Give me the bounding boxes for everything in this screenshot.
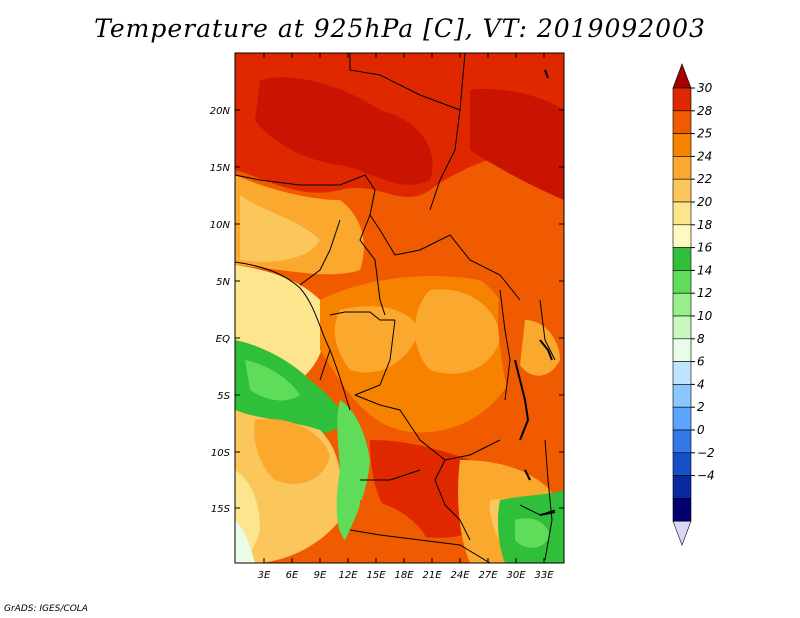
colorbar-label: 12 bbox=[697, 286, 712, 300]
colorbar-swatch bbox=[672, 520, 692, 547]
lat-label-10n: 10N bbox=[210, 220, 231, 231]
colorbar-swatch bbox=[672, 338, 692, 362]
lakes bbox=[514, 69, 556, 516]
lon-label-24e: 24E bbox=[450, 570, 470, 581]
colorbar-label: 18 bbox=[697, 218, 713, 232]
colorbar-label: −2 bbox=[697, 446, 715, 460]
colorbar-swatch bbox=[672, 384, 692, 408]
longitude-axis: 3E 6E 9E 12E 15E 18E 21E 24E 27E 30E 33E bbox=[258, 53, 554, 581]
colorbar-label: 28 bbox=[697, 104, 713, 118]
latitude-axis: 20N 15N 10N 5N EQ 5S 10S 15S bbox=[210, 106, 564, 515]
lon-label-27e: 27E bbox=[478, 570, 498, 581]
lon-label-21e: 21E bbox=[422, 570, 442, 581]
lat-label-5n: 5N bbox=[216, 277, 230, 288]
colorbar-swatch bbox=[672, 270, 692, 294]
colorbar-label: 8 bbox=[697, 332, 705, 346]
lon-label-9e: 9E bbox=[314, 570, 327, 581]
colorbar-label: 10 bbox=[697, 309, 713, 323]
lon-label-30e: 30E bbox=[506, 570, 526, 581]
lon-label-12e: 12E bbox=[338, 570, 358, 581]
lat-label-10s: 10S bbox=[211, 448, 231, 459]
colorbar-label: 0 bbox=[697, 423, 705, 437]
colorbar-swatch bbox=[672, 361, 692, 385]
lat-label-15s: 15S bbox=[211, 504, 231, 515]
colorbar-label: −4 bbox=[697, 469, 715, 483]
colorbar-swatch bbox=[672, 315, 692, 340]
colorbar-swatch bbox=[672, 224, 692, 248]
grads-credit: GrADS: IGES/COLA bbox=[4, 604, 88, 614]
country-borders bbox=[235, 53, 556, 563]
colorbar-label: 2 bbox=[697, 400, 705, 414]
colorbar-swatch bbox=[672, 63, 692, 89]
lon-label-15e: 15E bbox=[366, 570, 386, 581]
colorbar-swatch bbox=[672, 406, 692, 431]
colorbar-swatch bbox=[672, 110, 692, 134]
colorbar-swatch bbox=[672, 452, 692, 476]
map-title: Temperature at 925hPa [C], VT: 201909200… bbox=[94, 14, 706, 43]
colorbar-label: 25 bbox=[697, 127, 712, 141]
colorbar-swatch bbox=[672, 429, 692, 454]
colorbar-label: 4 bbox=[697, 377, 705, 391]
lat-label-20n: 20N bbox=[210, 106, 231, 117]
colorbar-label: 14 bbox=[697, 263, 712, 277]
temperature-field bbox=[235, 53, 564, 563]
colorbar-label: 20 bbox=[697, 195, 713, 209]
lon-label-3e: 3E bbox=[258, 570, 271, 581]
colorbar-label: 30 bbox=[697, 81, 713, 95]
colorbar-swatch bbox=[672, 292, 692, 317]
lon-label-33e: 33E bbox=[534, 570, 554, 581]
colorbar-label: 22 bbox=[697, 172, 712, 186]
colorbar-swatch bbox=[672, 247, 692, 271]
lat-label-5s: 5S bbox=[217, 391, 230, 402]
lat-label-15n: 15N bbox=[210, 163, 231, 174]
lon-label-18e: 18E bbox=[394, 570, 414, 581]
lat-label-eq: EQ bbox=[216, 334, 230, 345]
colorbar-swatch bbox=[672, 475, 692, 499]
colorbar-swatch bbox=[672, 156, 692, 180]
colorbar-swatch bbox=[672, 201, 692, 226]
colorbar-swatch bbox=[672, 87, 692, 112]
colorbar-swatch bbox=[672, 133, 692, 157]
colorbar-swatch bbox=[672, 178, 692, 203]
lon-label-6e: 6E bbox=[286, 570, 299, 581]
colorbar-label: 16 bbox=[697, 241, 713, 255]
colorbar-label: 6 bbox=[697, 355, 705, 369]
colorbar-swatch bbox=[672, 498, 692, 522]
colorbar-label: 24 bbox=[697, 149, 712, 163]
map-frame bbox=[234, 52, 565, 564]
